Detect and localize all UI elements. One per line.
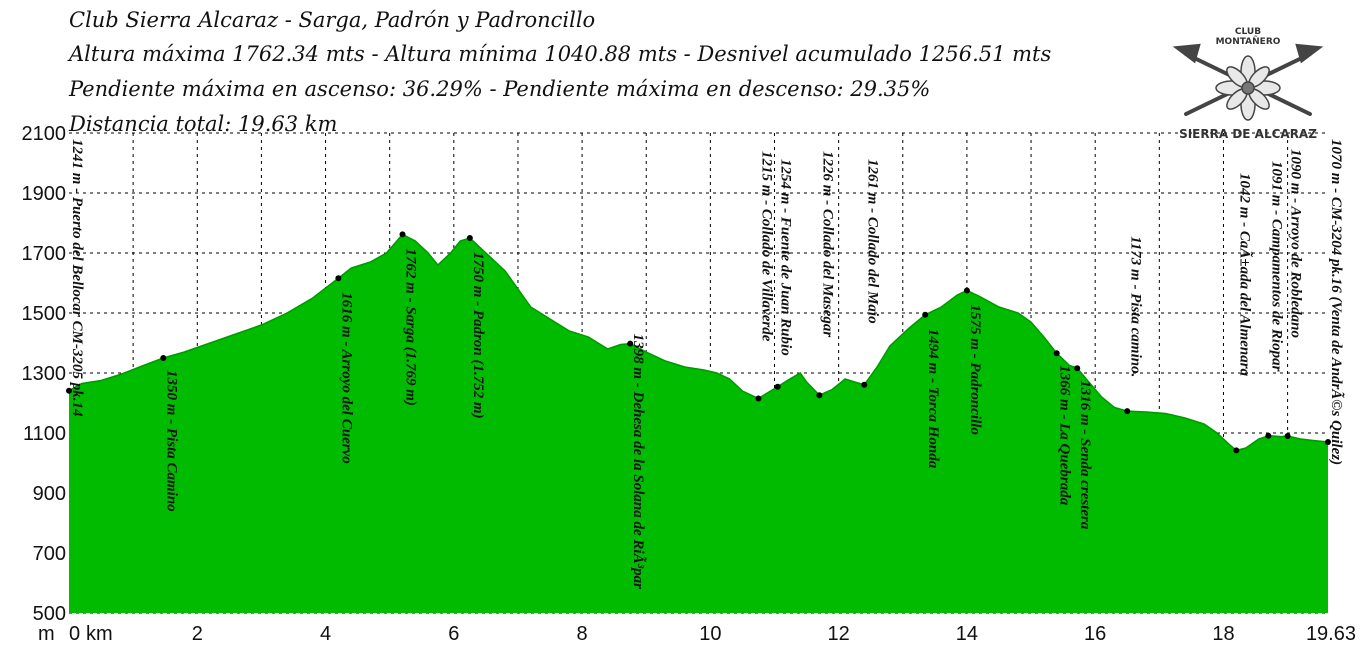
waypoint-label: 1762 m - Sarga (1.769 m) — [403, 248, 419, 406]
x-tick-label: 19.63 — [1306, 623, 1356, 645]
chart-subtitle-slopes: Pendiente máxima en ascenso: 36.29% - Pe… — [69, 77, 931, 101]
y-tick-label: 2100 — [22, 123, 67, 145]
x-unit-label: km — [86, 623, 113, 645]
y-tick-label: 700 — [33, 543, 66, 565]
waypoint-label: 1090 m - Arroyo de Robledano — [1288, 149, 1304, 338]
waypoint-label: 1350 m - Pista Camino — [163, 370, 179, 512]
waypoint-marker — [1124, 408, 1131, 415]
x-tick-label: 2 — [192, 623, 203, 645]
y-tick-label: 1100 — [23, 423, 66, 445]
waypoint-marker — [774, 383, 781, 390]
waypoint-marker — [160, 355, 167, 361]
waypoint-marker — [466, 235, 473, 241]
edelweiss-icon — [1215, 55, 1281, 121]
waypoint-marker — [1325, 439, 1331, 445]
y-tick-label: 900 — [33, 483, 66, 505]
waypoint-label: 1091 m - Campamentos de Riopar — [1268, 161, 1284, 372]
waypoint-marker — [861, 381, 868, 388]
x-tick-label: 10 — [699, 623, 721, 645]
y-tick-label: 1900 — [22, 183, 67, 205]
x-tick-label: 0 — [69, 623, 80, 645]
logo-montanero-text: MONTAÑERO — [1216, 36, 1281, 47]
elevation-area — [69, 234, 1328, 613]
chart-subtitle-altitudes: Altura máxima 1762.34 mts - Altura mínim… — [69, 42, 1052, 66]
x-tick-label: 6 — [448, 623, 459, 645]
axes: m km 500 700 900 1100 1300 1500 1700 1900 2100 0 2… — [22, 123, 1357, 645]
waypoint-marker — [922, 311, 929, 318]
waypoint-marker — [1233, 447, 1240, 454]
waypoint-marker — [399, 231, 406, 238]
waypoint-marker — [335, 275, 342, 282]
x-tick-label: 4 — [320, 623, 331, 645]
logo-sierra-text: SIERRA DE ALCARAZ — [1179, 127, 1317, 141]
waypoint-label: 1316 m - Senda crestera — [1077, 380, 1093, 530]
logo-club-text: CLUB — [1235, 27, 1261, 37]
waypoint-label: 1215 m - Collado de Villaverde — [759, 151, 775, 342]
x-tick-label: 18 — [1212, 623, 1234, 645]
waypoint-marker — [816, 392, 823, 399]
y-unit-label: m — [38, 623, 55, 645]
x-tick-label: 14 — [956, 623, 978, 645]
waypoint-marker — [1074, 365, 1081, 372]
y-tick-label: 1700 — [22, 243, 67, 265]
waypoint-marker — [1053, 350, 1060, 357]
x-tick-label: 12 — [828, 623, 850, 645]
waypoint-label: 1261 m - Collado del Maio — [864, 159, 880, 324]
waypoint-label: 1575 m - Padroncillo — [967, 305, 983, 435]
waypoint-label: 1042 m - CaÃ±ada del Almenara — [1236, 173, 1254, 377]
waypoint-marker — [1284, 433, 1291, 439]
x-tick-label: 8 — [577, 623, 588, 645]
waypoints: 1241 m - Puerto del Bellocar CM-3205 pk.… — [66, 139, 1346, 589]
waypoint-label: 1226 m - Collado del Masegar — [819, 151, 835, 337]
waypoint-marker — [963, 287, 970, 294]
waypoint-marker — [627, 340, 634, 347]
chart-subtitle-distance: Distancia total: 19.63 km — [69, 112, 338, 136]
y-tick-label: 1500 — [22, 303, 67, 325]
y-tick-label: 500 — [33, 603, 66, 625]
club-logo: CLUB MONTAÑERO SIERRA DE ALCARAZ — [1172, 27, 1324, 141]
waypoint-label: 1398 m - Dehesa de la Solana de RiÃ³par — [630, 334, 648, 589]
waypoint-label: 1494 m - Torca Honda — [925, 329, 941, 469]
chart-title: Club Sierra Alcaraz - Sarga, Padrón y Pa… — [69, 8, 596, 32]
waypoint-label: 1750 m - Padron (1.752 m) — [470, 252, 486, 419]
waypoint-marker — [755, 395, 762, 402]
waypoint-label: 1616 m - Arroyo del Cuervo — [338, 292, 354, 464]
y-tick-label: 1300 — [22, 363, 67, 385]
waypoint-label: 1241 m - Puerto del Bellocar CM-3205 pk.… — [69, 139, 85, 417]
waypoint-label: 1366 m - La Quebrada — [1057, 365, 1073, 505]
waypoint-marker — [1265, 432, 1272, 439]
waypoint-marker — [66, 387, 72, 394]
x-tick-label: 16 — [1084, 623, 1106, 645]
waypoint-label: 1254 m - Fuente de Juan Rubio — [778, 159, 794, 356]
waypoint-label: 1070 m - CM-3204 pk.16 (Venta de AndrÃ©s… — [1328, 139, 1346, 465]
waypoint-label: 1173 m - Pista camino. — [1127, 236, 1143, 377]
